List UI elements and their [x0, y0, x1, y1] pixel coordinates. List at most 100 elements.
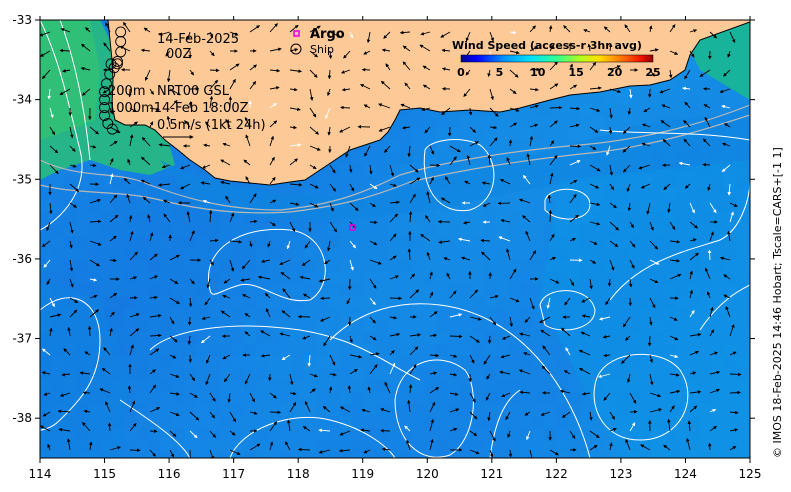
x-axis-ticks: 114 115 116 117 118 119 120 121 122 123 124 125	[29, 16, 761, 481]
wind-speed-cell	[268, 428, 280, 440]
wind-speed-cell	[304, 260, 316, 272]
wind-speed-cell	[268, 236, 280, 248]
wind-speed-cell	[364, 308, 376, 320]
wind-speed-cell	[268, 308, 280, 320]
current-arrow	[286, 419, 291, 432]
wind-speed-cell	[412, 296, 424, 308]
current-arrow	[166, 69, 171, 83]
wind-speed-cell	[160, 404, 172, 416]
current-arrow	[129, 313, 140, 318]
current-arrow	[269, 221, 276, 227]
wind-speed-cell	[220, 368, 232, 380]
wind-speed-cell	[352, 164, 364, 176]
wind-speed-cell	[304, 344, 316, 356]
current-arrow	[629, 41, 637, 52]
x-tick-label: 117	[222, 467, 245, 481]
wind-speed-cell	[196, 284, 208, 296]
wind-speed-cell	[472, 404, 484, 416]
wind-speed-cell	[436, 248, 448, 260]
current-arrow	[269, 120, 278, 128]
current-arrow	[689, 238, 697, 242]
current-arrow	[169, 99, 178, 109]
wind-speed-cell	[508, 260, 520, 272]
wind-speed-cell	[280, 236, 292, 248]
current-arrow	[189, 411, 200, 421]
wind-speed-cell	[256, 260, 268, 272]
wind-speed-cell	[520, 344, 532, 356]
current-arrow	[622, 145, 631, 153]
current-arrow	[165, 50, 171, 57]
current-arrow	[244, 331, 251, 337]
wind-speed-cell	[520, 428, 532, 440]
current-arrow	[689, 332, 702, 337]
current-arrow	[649, 240, 659, 250]
wind-speed-cell	[52, 344, 64, 356]
wind-speed-cell	[256, 248, 268, 260]
current-arrow	[646, 202, 651, 215]
current-arrow	[161, 164, 171, 169]
current-arrow	[489, 125, 498, 130]
wind-speed-cell	[520, 356, 532, 368]
wind-speed-cell	[496, 128, 508, 140]
wind-speed-cell	[544, 200, 556, 212]
current-arrow	[289, 391, 297, 396]
wind-speed-cell	[112, 308, 124, 320]
wind-speed-cell	[136, 236, 148, 248]
current-arrow	[445, 176, 451, 185]
wind-speed-cell	[532, 392, 544, 404]
wind-speed-cell	[544, 356, 556, 368]
wind-speed-cell	[532, 140, 544, 152]
current-arrow	[141, 156, 151, 166]
current-arrow	[389, 315, 398, 320]
wind-speed-cell	[472, 260, 484, 272]
wind-speed-cell	[124, 200, 136, 212]
wind-speed-cell	[412, 128, 424, 140]
wind-speed-cell	[52, 176, 64, 188]
current-arrow	[49, 107, 54, 119]
wind-speed-cell	[424, 224, 436, 236]
current-arrow	[569, 179, 578, 185]
wind-speed-cell	[160, 248, 172, 260]
current-arrow	[82, 422, 91, 432]
wind-speed-cell	[220, 440, 232, 452]
wind-speed-cell	[268, 380, 280, 392]
current-arrow	[519, 332, 531, 337]
wind-speed-cell	[496, 296, 508, 308]
wind-speed-cell	[172, 404, 184, 416]
current-arrow	[149, 107, 160, 111]
current-arrow	[47, 88, 52, 100]
wind-speed-cell	[340, 176, 352, 188]
current-arrow	[244, 313, 251, 318]
current-arrow	[188, 101, 193, 109]
current-arrow	[169, 316, 175, 325]
wind-speed-cell	[388, 440, 400, 452]
current-arrow	[85, 27, 91, 33]
wind-speed-cell	[376, 296, 388, 308]
current-arrow	[409, 333, 422, 337]
current-arrow	[727, 230, 731, 242]
current-arrow	[729, 351, 737, 356]
wind-speed-cell	[232, 284, 244, 296]
wind-speed-cell	[472, 368, 484, 380]
current-arrow	[109, 311, 115, 318]
current-arrow	[641, 142, 651, 147]
current-arrow	[429, 271, 433, 280]
current-arrow	[729, 211, 734, 223]
current-arrow	[684, 183, 691, 189]
wind-speed-cell	[424, 164, 436, 176]
current-arrow	[509, 88, 517, 94]
current-arrow	[407, 399, 411, 413]
depth-1000-label: 1000m14-Feb 18:00Z	[108, 101, 249, 116]
wind-speed-cell	[328, 392, 340, 404]
wind-speed-cell	[364, 272, 376, 284]
wind-speed-cell	[64, 356, 76, 368]
current-arrow	[158, 143, 171, 147]
wind-speed-cell	[148, 272, 160, 284]
current-arrow	[399, 30, 411, 35]
current-arrow	[569, 214, 579, 223]
wind-speed-cell	[244, 416, 256, 428]
current-arrow	[402, 61, 411, 71]
wind-speed-cell	[472, 236, 484, 248]
wind-speed-cell	[256, 440, 268, 452]
wind-speed-cell	[88, 416, 100, 428]
